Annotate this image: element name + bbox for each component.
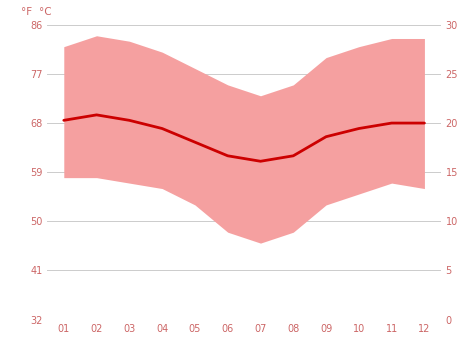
Text: °F: °F: [20, 7, 32, 17]
Text: °C: °C: [39, 7, 51, 17]
